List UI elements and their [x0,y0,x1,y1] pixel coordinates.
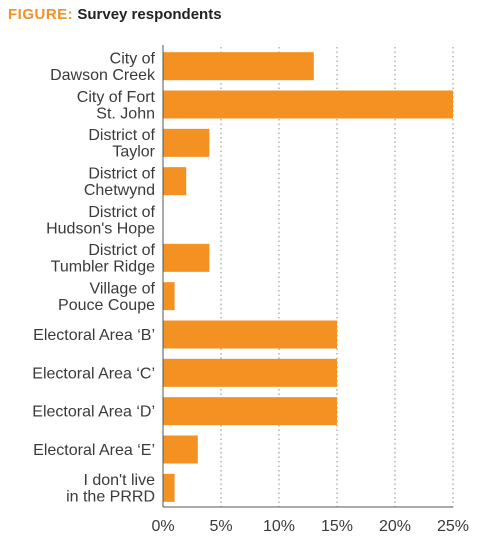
category-label: Taylor [112,144,155,161]
bar [163,167,187,196]
bar [163,473,175,502]
category-label: District of [88,165,155,182]
bar [163,397,337,426]
category-label: Tumbler Ridge [51,259,155,276]
category-label: St. John [96,105,155,122]
bar [163,320,337,349]
bar [163,90,453,119]
category-label: District of [88,127,155,144]
category-label: in the PRRD [66,489,155,506]
bar [163,358,337,387]
category-label: Electoral Area ‘D’ [32,404,155,421]
x-tick-label: 15% [321,518,353,535]
category-label: District of [88,242,155,259]
bar [163,128,210,157]
chart-title: FIGURE: Survey respondents [8,6,222,23]
x-tick-label: 10% [263,518,295,535]
bar [163,52,314,81]
category-label: Electoral Area ‘E’ [33,442,155,459]
bar [163,282,175,311]
figure-prefix: FIGURE [8,6,68,23]
category-label: I don't live [83,472,155,489]
x-tick-label: 20% [379,518,411,535]
category-label: Dawson Creek [50,67,156,84]
x-tick-label: 0% [151,518,174,535]
bar [163,435,198,464]
category-label: City of [110,50,156,67]
category-label: Village of [89,280,155,297]
category-label: District of [88,204,155,221]
category-label: Chetwynd [84,182,155,199]
bar [163,243,210,272]
category-label: Hudson's Hope [46,220,155,237]
category-label: Electoral Area ‘C’ [32,365,155,382]
category-label: Electoral Area ‘B’ [33,327,155,344]
category-label: City of Fort [77,89,156,106]
x-tick-label: 25% [437,518,469,535]
title-text: Survey respondents [77,6,222,23]
category-label: Pouce Coupe [58,297,155,314]
x-tick-label: 5% [209,518,232,535]
title-separator: : [67,6,74,23]
